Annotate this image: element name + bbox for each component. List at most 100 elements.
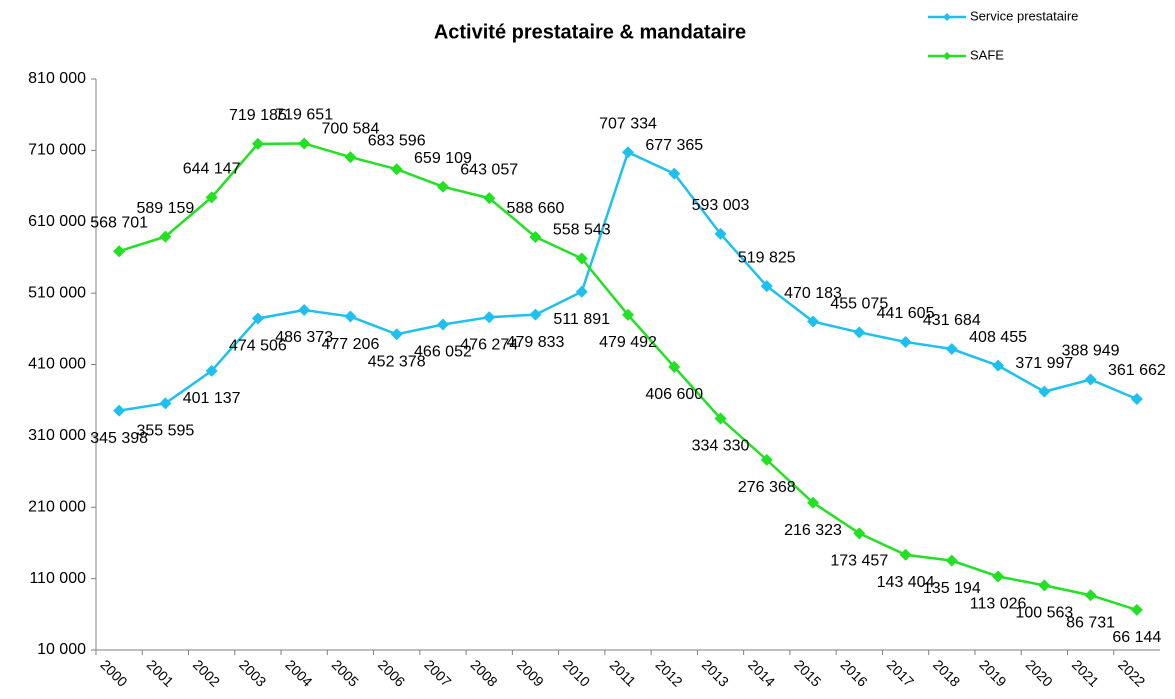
data-label: 100 563 — [1015, 605, 1073, 622]
data-label: 519 825 — [738, 249, 796, 266]
data-label: 441 605 — [877, 305, 935, 322]
x-tick-label: 2007 — [421, 656, 454, 689]
data-label: 345 398 — [90, 430, 148, 447]
series-line — [118, 142, 1138, 612]
data-label: 466 052 — [414, 344, 472, 361]
point — [992, 570, 1005, 583]
data-label: 479 833 — [507, 334, 565, 351]
data-label: 66 144 — [1112, 629, 1161, 646]
data-label: 683 596 — [368, 132, 426, 149]
point — [390, 163, 403, 176]
x-tick-label: 2003 — [236, 656, 269, 689]
point — [899, 548, 912, 561]
point — [436, 180, 449, 193]
data-label: 707 334 — [599, 115, 657, 132]
data-label: 677 365 — [645, 137, 703, 154]
point — [205, 364, 218, 377]
data-label: 361 662 — [1108, 362, 1166, 379]
point — [1130, 603, 1143, 616]
legend-label: Service prestataire — [970, 8, 1078, 23]
data-label: 477 206 — [322, 336, 380, 353]
point — [575, 285, 588, 298]
point — [1038, 385, 1051, 398]
data-label: 452 378 — [368, 353, 426, 370]
data-label: 355 595 — [136, 423, 194, 440]
data-label: 593 003 — [692, 197, 750, 214]
data-label: 719 651 — [275, 107, 333, 124]
data-label: 401 137 — [183, 390, 241, 407]
x-tick-label: 2020 — [1023, 656, 1056, 689]
point — [344, 310, 357, 323]
point — [483, 192, 496, 205]
point — [992, 359, 1005, 372]
data-label: 700 584 — [322, 120, 380, 137]
point — [113, 404, 126, 417]
data-label: 388 949 — [1062, 343, 1120, 360]
point — [714, 227, 727, 240]
legend-marker — [943, 52, 951, 60]
x-tick-label: 2001 — [144, 656, 177, 689]
point — [760, 453, 773, 466]
data-label: 659 109 — [414, 150, 472, 167]
y-tick-label: 810 000 — [28, 70, 86, 87]
point — [529, 230, 542, 243]
y-tick-label: 610 000 — [28, 213, 86, 230]
data-label: 511 891 — [553, 311, 610, 328]
x-tick-label: 2012 — [653, 656, 686, 689]
point — [1084, 373, 1097, 386]
point — [668, 360, 681, 373]
data-label: 173 457 — [830, 553, 888, 570]
x-tick-label: 2022 — [1115, 656, 1148, 689]
point — [159, 397, 172, 410]
x-tick-label: 2018 — [930, 656, 963, 689]
x-tick-label: 2017 — [884, 656, 917, 689]
point — [529, 308, 542, 321]
x-tick-label: 2013 — [699, 656, 732, 689]
point — [113, 245, 126, 258]
point — [205, 191, 218, 204]
point — [714, 412, 727, 425]
point — [575, 252, 588, 265]
x-tick-label: 2015 — [791, 656, 824, 689]
data-label: 455 075 — [830, 296, 888, 313]
data-label: 143 404 — [877, 574, 935, 591]
y-tick-label: 10 000 — [37, 641, 86, 658]
data-label: 216 323 — [784, 522, 842, 539]
data-label: 474 506 — [229, 338, 287, 355]
point — [390, 328, 403, 341]
point — [298, 137, 311, 150]
data-label: 276 368 — [738, 479, 796, 496]
x-tick-label: 2016 — [838, 656, 871, 689]
data-label: 431 684 — [923, 312, 981, 329]
point — [251, 312, 264, 325]
x-tick-label: 2014 — [745, 656, 778, 689]
y-tick-label: 110 000 — [29, 570, 86, 587]
data-label: 644 147 — [183, 161, 241, 178]
data-label: 334 330 — [692, 438, 750, 455]
x-tick-label: 2006 — [375, 656, 408, 689]
data-label: 406 600 — [645, 386, 703, 403]
x-tick-label: 2011 — [607, 657, 640, 690]
series-line — [118, 150, 1138, 412]
y-tick-label: 310 000 — [28, 427, 86, 444]
data-label: 588 660 — [507, 200, 565, 217]
point — [251, 137, 264, 150]
point — [1084, 589, 1097, 602]
data-label: 558 543 — [553, 222, 611, 239]
x-tick-label: 2021 — [1069, 656, 1102, 689]
data-label: 719 185 — [229, 107, 287, 124]
point — [760, 280, 773, 293]
data-label: 486 373 — [275, 329, 333, 346]
point — [1130, 393, 1143, 406]
x-tick-label: 2005 — [329, 656, 362, 689]
point — [807, 315, 820, 328]
x-tick-label: 2010 — [560, 656, 593, 689]
y-tick-label: 210 000 — [28, 498, 86, 515]
data-label: 643 057 — [460, 161, 518, 178]
point — [344, 151, 357, 164]
point — [945, 343, 958, 356]
data-label: 568 701 — [90, 214, 148, 231]
point — [622, 308, 634, 321]
point — [622, 146, 634, 159]
